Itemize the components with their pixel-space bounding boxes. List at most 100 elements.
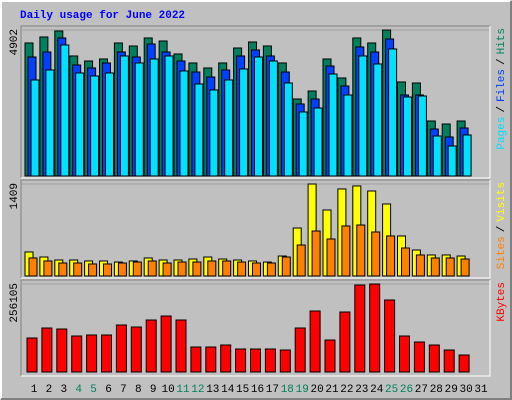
bar — [264, 348, 276, 373]
bar — [294, 327, 306, 373]
bar — [60, 44, 70, 177]
x-tick-label: 25 — [385, 384, 398, 396]
bar — [43, 260, 53, 277]
bar — [117, 262, 127, 277]
bar — [194, 83, 204, 177]
y-tick-label: 4902 — [9, 29, 21, 55]
bar — [56, 328, 68, 373]
x-tick-label: 30 — [459, 384, 472, 396]
x-tick-label: 10 — [161, 384, 174, 396]
bar — [41, 327, 53, 373]
x-tick-label: 2 — [46, 384, 53, 396]
bar — [279, 349, 291, 373]
bar — [371, 231, 381, 277]
bar — [239, 68, 249, 177]
legend-separator: / — [496, 226, 508, 233]
legend: Pages / Files / Hits — [496, 28, 508, 150]
x-tick-label: 4 — [75, 384, 82, 396]
bar — [356, 224, 366, 277]
bar — [101, 334, 112, 373]
bar — [235, 348, 247, 373]
x-tick-label: 12 — [191, 384, 204, 396]
x-tick-label: 6 — [105, 384, 112, 396]
x-tick-label: 27 — [415, 384, 428, 396]
bar — [26, 337, 38, 373]
legend-entry: Visits — [496, 182, 508, 222]
panel-bevel — [21, 26, 491, 179]
bar — [415, 254, 425, 277]
legend: KBytes — [496, 282, 508, 322]
bar — [354, 284, 366, 373]
bar — [115, 324, 127, 373]
bar — [447, 145, 457, 177]
bar — [326, 238, 336, 277]
x-tick-label: 1 — [31, 384, 38, 396]
bar — [430, 257, 440, 277]
bar — [428, 344, 440, 373]
bar — [358, 55, 368, 177]
bar — [462, 134, 472, 177]
x-tick-label: 19 — [296, 384, 309, 396]
bar — [324, 339, 336, 373]
bar — [88, 263, 98, 277]
x-tick-label: 31 — [474, 384, 488, 396]
bar — [458, 354, 470, 373]
bar — [119, 55, 129, 177]
bar — [432, 135, 442, 177]
bar — [147, 260, 157, 277]
bar — [103, 263, 112, 277]
legend-entry: KBytes — [496, 282, 508, 322]
bar — [162, 262, 172, 277]
bar — [403, 96, 412, 177]
legend-entry: Sites — [496, 236, 508, 269]
bar — [343, 94, 353, 177]
bar — [413, 341, 425, 373]
bar — [222, 260, 232, 277]
bar — [268, 60, 278, 177]
bar — [266, 262, 276, 277]
y-tick-label: 1409 — [9, 183, 21, 209]
bar — [132, 261, 142, 277]
x-tick-label: 24 — [370, 384, 384, 396]
bar — [130, 326, 142, 373]
x-tick-label: 14 — [221, 384, 235, 396]
bar — [296, 244, 306, 277]
bar — [190, 346, 202, 373]
panel-bevel — [21, 180, 491, 279]
bar — [401, 247, 410, 277]
bar — [58, 262, 68, 277]
bar — [281, 256, 291, 277]
bar — [45, 69, 55, 177]
panel-bevel — [20, 179, 490, 278]
bar — [71, 335, 83, 373]
bar — [384, 299, 396, 373]
x-tick-label: 18 — [281, 384, 294, 396]
x-tick-label: 7 — [120, 384, 127, 396]
bar — [220, 344, 232, 373]
bar — [160, 315, 172, 373]
bar — [224, 79, 234, 177]
x-tick-label: 17 — [266, 384, 279, 396]
bar — [460, 258, 470, 277]
x-tick-label: 5 — [90, 384, 97, 396]
x-tick-label: 15 — [236, 384, 249, 396]
x-tick-label: 8 — [135, 384, 142, 396]
bar — [341, 225, 351, 277]
bar — [175, 319, 187, 373]
bar — [298, 111, 308, 177]
bar — [105, 72, 114, 177]
legend-separator: / — [496, 106, 508, 113]
bar — [254, 56, 263, 177]
x-tick-label: 28 — [430, 384, 443, 396]
panel-bevel — [20, 279, 490, 376]
legend: Sites / Visits — [496, 182, 508, 269]
bar — [339, 311, 351, 373]
bar — [313, 107, 323, 177]
x-tick-label: 3 — [60, 384, 67, 396]
bar — [283, 82, 293, 177]
bar — [417, 95, 427, 177]
bar — [28, 257, 38, 277]
